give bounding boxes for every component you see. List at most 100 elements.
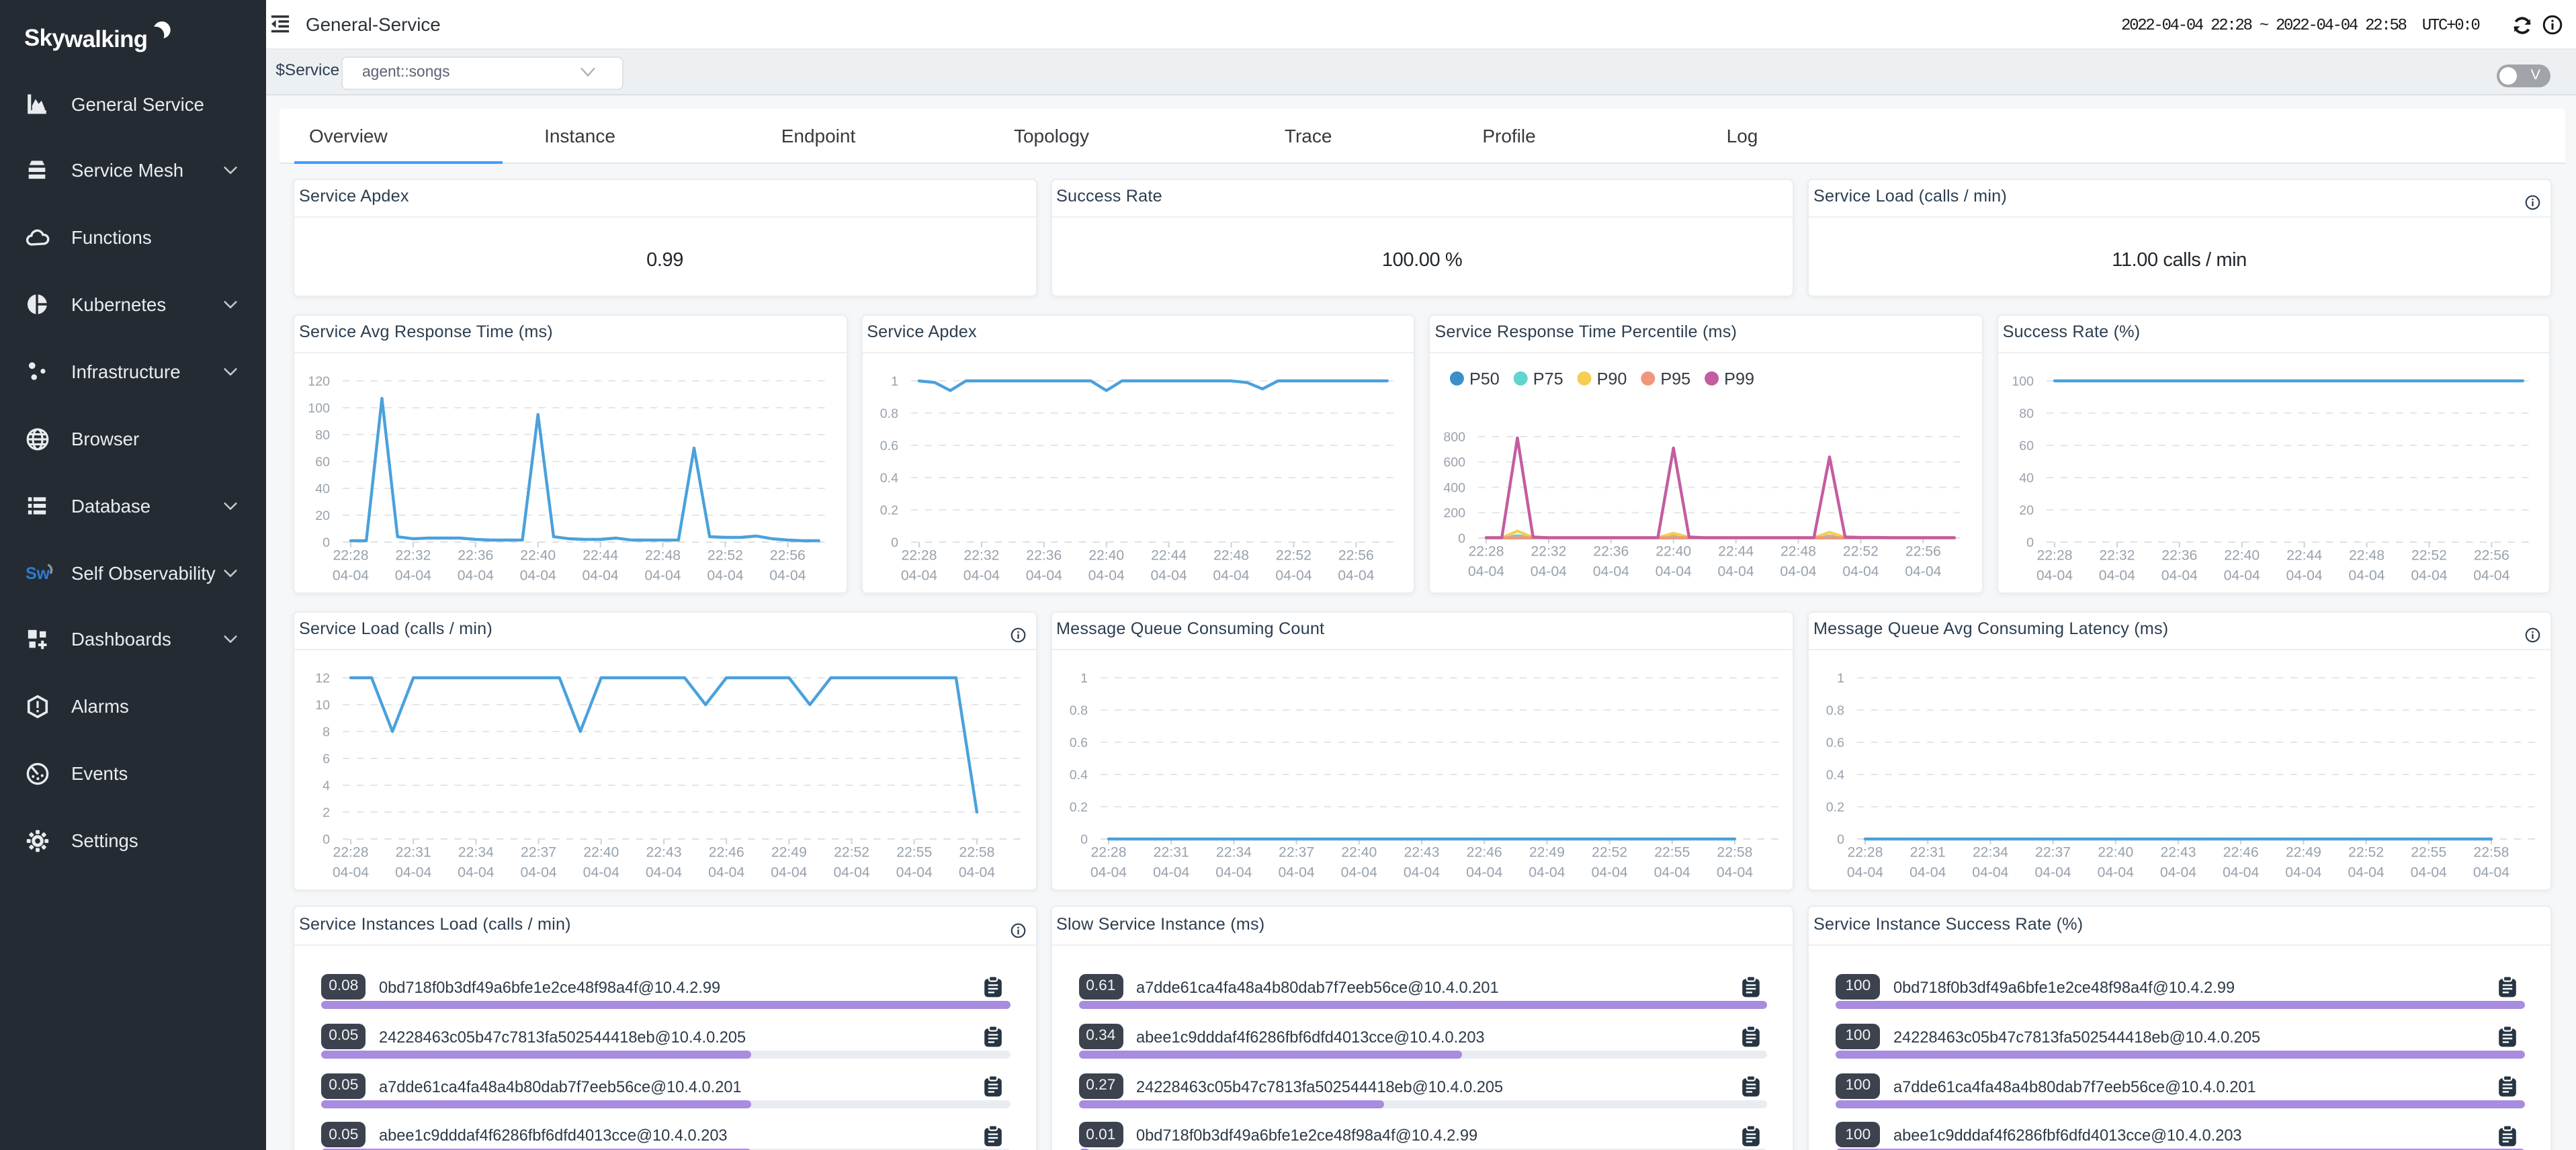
svg-text:04-04: 04-04	[458, 865, 494, 881]
svg-text:04-04: 04-04	[1909, 865, 1946, 881]
svg-text:0.8: 0.8	[1826, 703, 1844, 718]
svg-text:0: 0	[323, 832, 330, 847]
svg-text:22:31: 22:31	[1153, 844, 1189, 860]
svg-text:22:52: 22:52	[1591, 844, 1627, 860]
svg-text:04-04: 04-04	[2411, 568, 2447, 584]
svg-text:22:40: 22:40	[520, 547, 556, 563]
svg-text:04-04: 04-04	[395, 865, 431, 881]
svg-text:04-04: 04-04	[708, 865, 744, 881]
svg-text:04-04: 04-04	[333, 865, 369, 881]
svg-text:22:43: 22:43	[2160, 844, 2196, 860]
svg-text:22:36: 22:36	[1594, 543, 1629, 559]
svg-text:04-04: 04-04	[1465, 865, 1502, 881]
svg-text:100: 100	[2012, 374, 2034, 389]
svg-text:0.6: 0.6	[879, 439, 898, 453]
svg-text:22:55: 22:55	[2411, 844, 2446, 860]
svg-text:0: 0	[1458, 531, 1465, 546]
svg-text:0: 0	[890, 535, 898, 550]
svg-text:04-04: 04-04	[583, 568, 619, 584]
svg-text:0.4: 0.4	[1826, 768, 1844, 783]
svg-text:04-04: 04-04	[2098, 568, 2135, 584]
svg-text:04-04: 04-04	[1277, 865, 1314, 881]
svg-text:04-04: 04-04	[1090, 865, 1126, 881]
svg-text:12: 12	[315, 671, 330, 686]
svg-text:22:46: 22:46	[709, 844, 744, 860]
svg-text:04-04: 04-04	[1340, 865, 1377, 881]
svg-text:22:56: 22:56	[770, 547, 806, 563]
svg-text:22:32: 22:32	[1531, 543, 1567, 559]
svg-text:P75: P75	[1533, 369, 1563, 388]
svg-text:100: 100	[308, 401, 330, 416]
svg-text:04-04: 04-04	[2411, 865, 2447, 881]
svg-text:22:32: 22:32	[963, 547, 999, 563]
svg-text:0.4: 0.4	[879, 471, 898, 486]
svg-text:04-04: 04-04	[1656, 564, 1692, 580]
svg-text:22:31: 22:31	[1910, 844, 1946, 860]
svg-text:04-04: 04-04	[1213, 568, 1249, 584]
svg-text:04-04: 04-04	[2286, 568, 2322, 584]
svg-text:0.2: 0.2	[1069, 800, 1087, 815]
svg-text:04-04: 04-04	[1716, 865, 1752, 881]
svg-text:04-04: 04-04	[707, 568, 743, 584]
svg-text:22:31: 22:31	[396, 844, 431, 860]
svg-text:04-04: 04-04	[896, 865, 933, 881]
svg-text:04-04: 04-04	[333, 568, 369, 584]
svg-text:0.2: 0.2	[1826, 800, 1844, 815]
svg-text:22:48: 22:48	[645, 547, 681, 563]
svg-text:120: 120	[308, 374, 330, 389]
svg-text:6: 6	[323, 752, 330, 766]
svg-text:22:58: 22:58	[1716, 844, 1752, 860]
svg-text:22:44: 22:44	[2286, 547, 2322, 563]
svg-text:22:36: 22:36	[1025, 547, 1061, 563]
svg-text:22:32: 22:32	[2099, 547, 2135, 563]
svg-text:04-04: 04-04	[1025, 568, 1062, 584]
svg-text:22:55: 22:55	[896, 844, 932, 860]
svg-text:1: 1	[1837, 671, 1844, 686]
svg-text:80: 80	[2019, 406, 2034, 421]
svg-text:04-04: 04-04	[2285, 865, 2321, 881]
svg-text:22:55: 22:55	[1654, 844, 1689, 860]
svg-text:22:43: 22:43	[1403, 844, 1439, 860]
svg-text:Sw: Sw	[26, 564, 50, 582]
svg-text:22:48: 22:48	[1213, 547, 1248, 563]
svg-text:P95: P95	[1661, 369, 1691, 388]
svg-text:10: 10	[315, 698, 330, 713]
svg-text:0.8: 0.8	[879, 406, 898, 421]
svg-text:1: 1	[890, 374, 898, 389]
svg-text:04-04: 04-04	[963, 568, 999, 584]
svg-text:22:34: 22:34	[1973, 844, 2008, 860]
svg-text:04-04: 04-04	[1152, 865, 1189, 881]
svg-text:04-04: 04-04	[2161, 568, 2197, 584]
svg-text:8: 8	[323, 725, 330, 740]
svg-text:22:28: 22:28	[901, 547, 937, 563]
svg-text:22:49: 22:49	[1529, 844, 1564, 860]
svg-text:22:34: 22:34	[1215, 844, 1251, 860]
svg-text:04-04: 04-04	[1780, 564, 1817, 580]
svg-text:22:40: 22:40	[1340, 844, 1376, 860]
svg-text:04-04: 04-04	[833, 865, 869, 881]
svg-text:600: 600	[1444, 455, 1466, 470]
svg-text:22:52: 22:52	[1843, 543, 1879, 559]
svg-text:04-04: 04-04	[1403, 865, 1439, 881]
svg-text:22:28: 22:28	[1090, 844, 1125, 860]
svg-text:04-04: 04-04	[646, 865, 682, 881]
svg-text:22:52: 22:52	[2411, 547, 2447, 563]
svg-text:22:40: 22:40	[2224, 547, 2260, 563]
svg-text:22:37: 22:37	[2035, 844, 2071, 860]
svg-text:60: 60	[315, 455, 330, 470]
svg-text:04-04: 04-04	[1088, 568, 1124, 584]
svg-text:04-04: 04-04	[2473, 865, 2509, 881]
svg-text:P90: P90	[1597, 369, 1627, 388]
svg-text:4: 4	[323, 779, 330, 793]
svg-text:22:36: 22:36	[458, 547, 493, 563]
svg-text:04-04: 04-04	[395, 568, 431, 584]
svg-text:20: 20	[2019, 503, 2034, 518]
svg-text:22:52: 22:52	[1275, 547, 1311, 563]
svg-text:04-04: 04-04	[2098, 865, 2134, 881]
svg-text:04-04: 04-04	[1468, 564, 1504, 580]
svg-text:40: 40	[315, 482, 330, 496]
svg-text:04-04: 04-04	[2348, 865, 2384, 881]
svg-text:22:40: 22:40	[1656, 543, 1692, 559]
svg-text:04-04: 04-04	[1150, 568, 1187, 584]
svg-text:0.4: 0.4	[1069, 768, 1087, 783]
